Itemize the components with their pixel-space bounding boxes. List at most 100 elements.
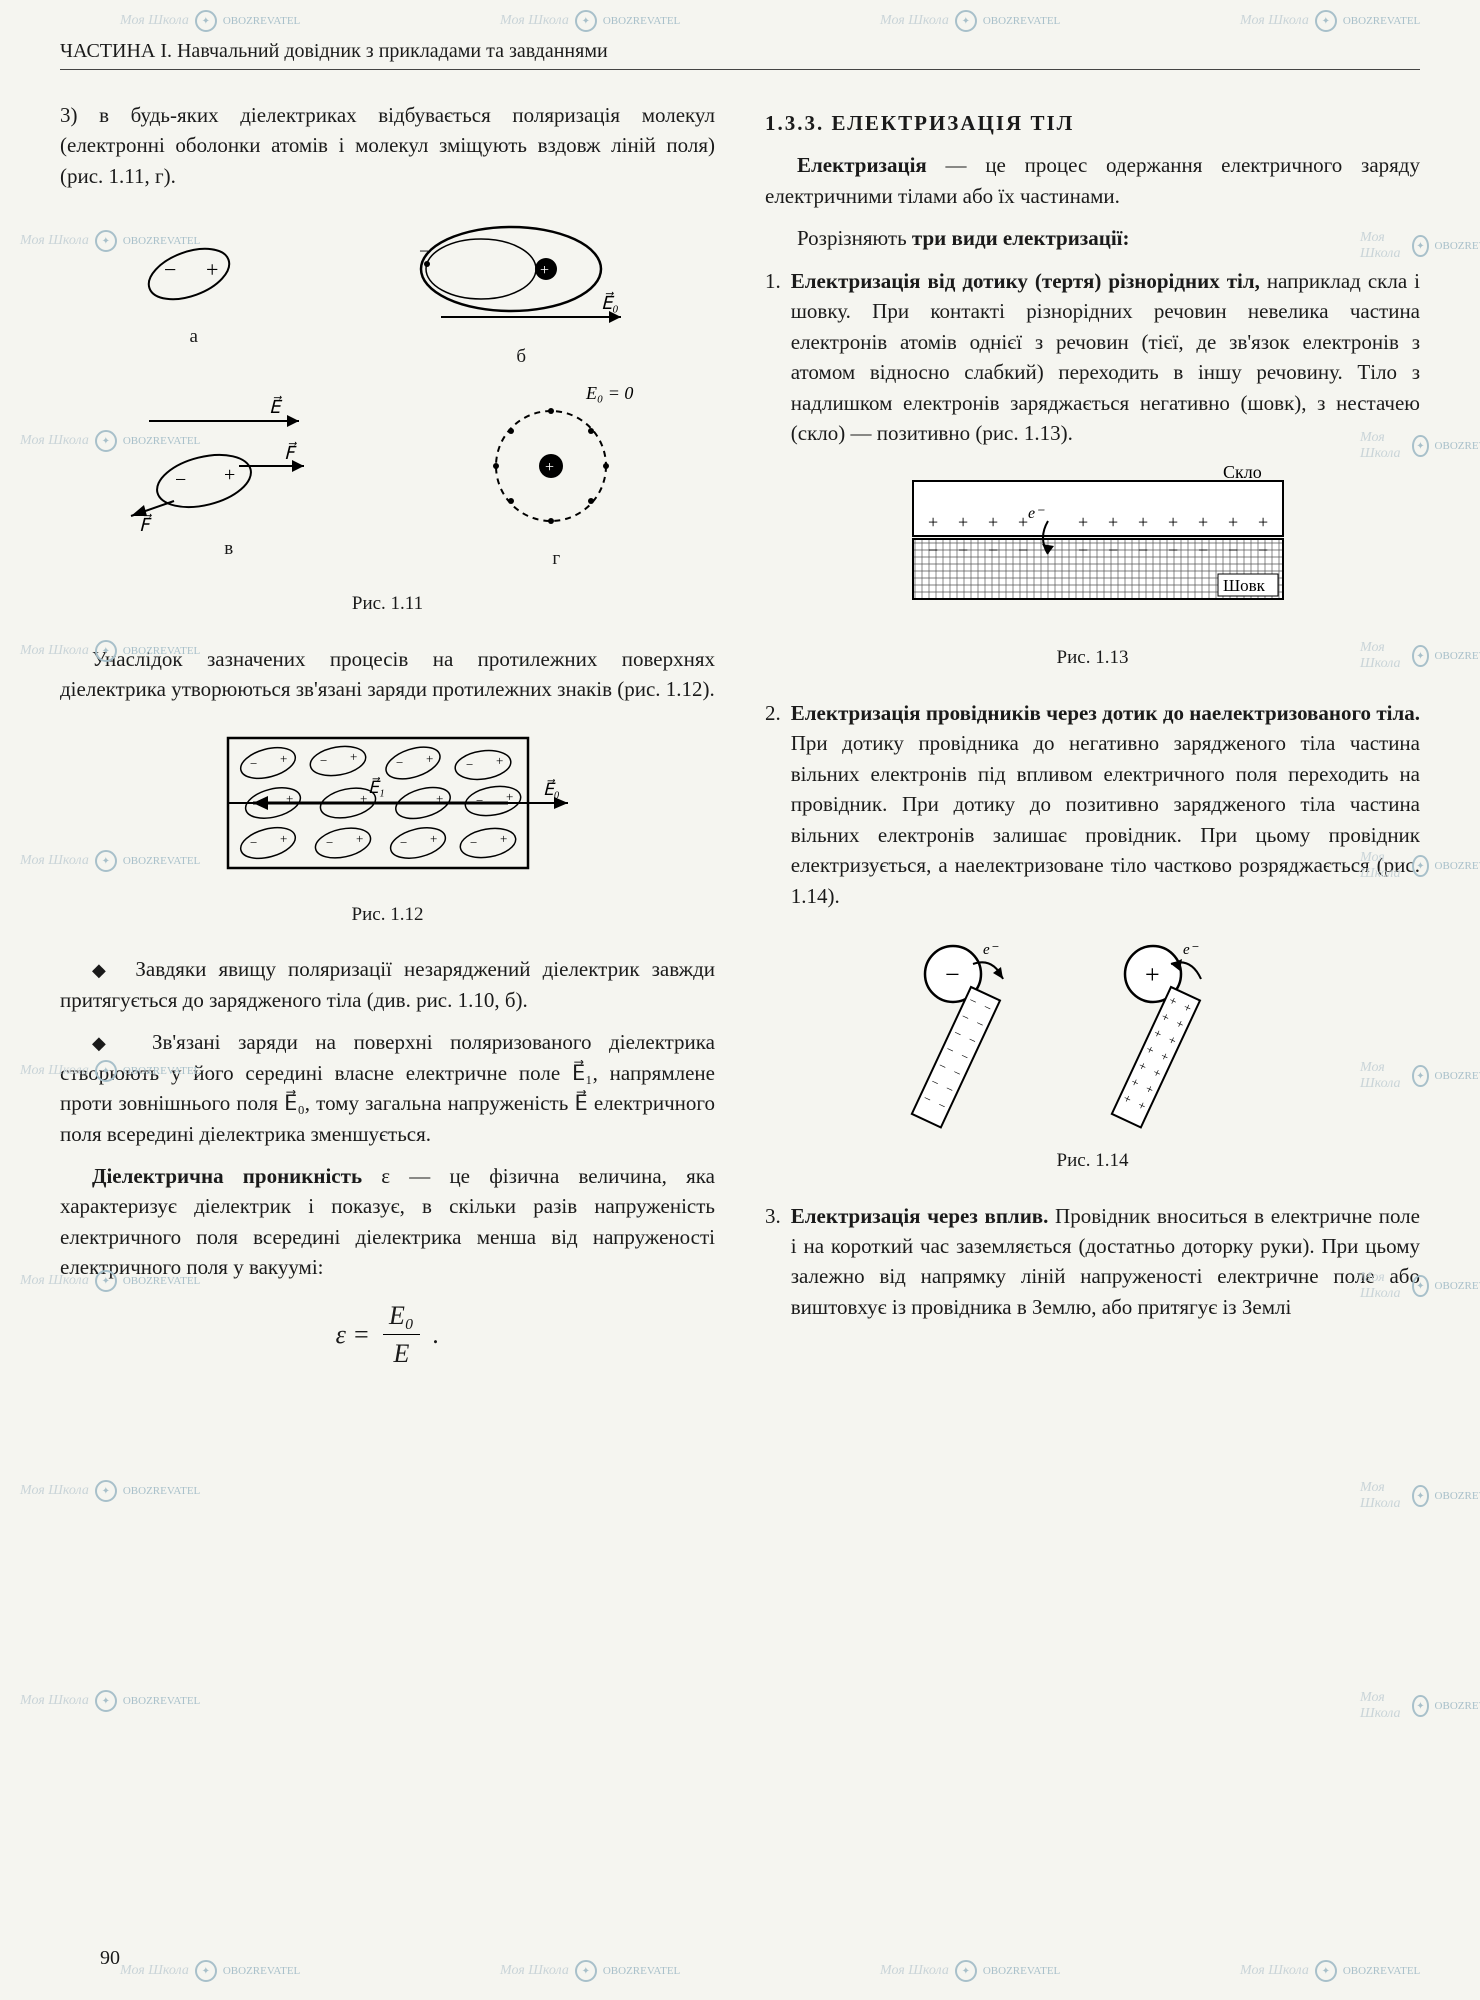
svg-text:−: − [320, 753, 327, 768]
section-1-3-3-title: 1.3.3. ЕЛЕКТРИЗАЦІЯ ТІЛ [765, 108, 1420, 138]
svg-text:E⃗₀: E⃗₀ [543, 779, 560, 799]
watermark: Моя Школа ✦ OBOZREVATEL [880, 10, 1060, 32]
right-column: 1.3.3. ЕЛЕКТРИЗАЦІЯ ТІЛ Електризація — ц… [765, 100, 1420, 1387]
svg-text:+: + [206, 257, 218, 282]
figure-1-13: Скло +++ +++ +++ ++ Шовк −−− [765, 466, 1420, 692]
svg-text:E⃗₁: E⃗₁ [368, 777, 385, 797]
svg-text:+: + [1138, 512, 1148, 532]
item-3-text: 3) в будь-яких діелектриках відбувається… [60, 100, 715, 191]
watermark: Моя Школа ✦ OBOZREVATEL [1360, 1480, 1480, 1512]
svg-text:−: − [476, 793, 483, 808]
page-number: 90 [100, 1947, 120, 1970]
svg-text:e⁻: e⁻ [1028, 505, 1045, 522]
svg-text:+: + [496, 753, 503, 768]
fig-1-13-svg: Скло +++ +++ +++ ++ Шовк −−− [873, 466, 1313, 636]
left-column: 3) в будь-яких діелектриках відбувається… [60, 100, 715, 1387]
type-3-bold: Електризація через вплив. [791, 1204, 1049, 1228]
svg-text:−: − [1138, 540, 1148, 560]
glass-label: Скло [1223, 466, 1262, 482]
permittivity-def: Діелектрична проникність ε — це фізична … [60, 1161, 715, 1283]
svg-text:e⁻: e⁻ [1183, 942, 1199, 958]
svg-text:E⃗₀: E⃗₀ [601, 292, 619, 313]
bullet-1: ◆ Завдяки явищу поляризації незаряджений… [60, 954, 715, 1015]
def-term: Електризація [797, 153, 927, 177]
svg-text:−: − [164, 257, 176, 282]
watermark: Моя Школа ✦ OBOZREVATEL [1360, 1690, 1480, 1722]
svg-text:+: + [280, 831, 287, 846]
svg-text:+: + [430, 831, 437, 846]
svg-text:+: + [356, 831, 363, 846]
svg-text:+: + [426, 751, 433, 766]
fig-v-label: в [119, 535, 339, 563]
svg-text:−: − [958, 540, 968, 560]
three-types-intro: Розрізняють три види електризації: [765, 223, 1420, 253]
watermark: Моя Школа ✦ OBOZREVATEL [20, 1480, 200, 1502]
type-1-bold: Електризація від дотику (тертя) різнорід… [791, 269, 1260, 293]
bullet-2: ◆ Зв'язані заряди на поверхні поляризова… [60, 1027, 715, 1149]
svg-text:+: + [540, 262, 549, 279]
svg-text:+: + [1108, 512, 1118, 532]
svg-text:−: − [928, 540, 938, 560]
svg-text:F⃗: F⃗ [284, 442, 297, 463]
svg-text:−: − [988, 540, 998, 560]
fig-1-11-g: E₀ = 0 + [456, 381, 656, 541]
bullet-1-text: Завдяки явищу поляризації незаряджений д… [60, 957, 715, 1011]
watermark: Моя Школа ✦ OBOZREVATEL [20, 1690, 200, 1712]
svg-text:−: − [1258, 540, 1268, 560]
type-1: 1. Електризація від дотику (тертя) різно… [765, 266, 1420, 449]
svg-text:+: + [280, 751, 287, 766]
svg-text:−: − [945, 960, 960, 989]
svg-text:+: + [928, 512, 938, 532]
bullet-2-text: Зв'язані заряди на поверхні поляризовано… [60, 1030, 715, 1145]
page-header: ЧАСТИНА І. Навчальний довідник з приклад… [60, 40, 1420, 70]
svg-text:+: + [224, 464, 235, 486]
fig-1-11-a: − + [134, 229, 254, 319]
watermark: Моя Школа ✦ OBOZREVATEL [500, 10, 680, 32]
watermark: Моя Школа ✦ OBOZREVATEL [120, 10, 300, 32]
watermark: Моя Школа ✦ OBOZREVATEL [500, 1960, 680, 1982]
svg-text:−: − [400, 835, 407, 850]
svg-text:−: − [470, 835, 477, 850]
svg-text:E⃗: E⃗ [269, 396, 283, 417]
svg-text:E₀ = 0: E₀ = 0 [585, 383, 633, 403]
fig-a-label: а [134, 323, 254, 351]
type-3: 3. Електризація через вплив. Провідник в… [765, 1201, 1420, 1323]
svg-text:+: + [1168, 512, 1178, 532]
svg-text:−: − [326, 835, 333, 850]
watermark: Моя Школа ✦ OBOZREVATEL [120, 1960, 300, 1982]
fig-1-12-svg: −+ −+ −+ −+ −+ −+ −+ −+ −+ −+ −+ −+ E⃗₁ [198, 723, 578, 893]
svg-text:−: − [1168, 540, 1178, 560]
svg-text:−: − [175, 469, 186, 491]
permittivity-formula: ε = E₀ E . [60, 1297, 715, 1373]
figure-1-14: − −− −− −− −− −− −− −− [765, 929, 1420, 1195]
svg-text:+: + [1228, 512, 1238, 532]
watermark: Моя Школа ✦ OBOZREVATEL [1240, 10, 1420, 32]
electrization-def: Електризація — це процес одержання елект… [765, 150, 1420, 211]
svg-text:−: − [1108, 540, 1118, 560]
intro-bold: три види електризації: [912, 226, 1130, 250]
svg-text:−: − [1198, 540, 1208, 560]
svg-text:+: + [988, 512, 998, 532]
svg-text:−: − [1228, 540, 1238, 560]
fig-1-11-b: + − E⃗₀ [401, 209, 641, 339]
silk-label: Шовк [1223, 576, 1266, 595]
svg-text:−: − [419, 241, 429, 261]
svg-text:−: − [466, 757, 473, 772]
perm-title: Діелектрична проникність [92, 1164, 362, 1188]
watermark: Моя Школа ✦ OBOZREVATEL [880, 1960, 1060, 1982]
svg-text:+: + [1198, 512, 1208, 532]
fig-1-12-caption: Рис. 1.12 [352, 901, 424, 929]
fig-g-label: г [456, 545, 656, 573]
type-2: 2. Електризація провідників через дотик … [765, 698, 1420, 911]
fig-1-11-v: E⃗ − + F⃗ F⃗ [119, 391, 339, 531]
fig-b-label: б [401, 343, 641, 371]
intro-text: Розрізняють [797, 226, 912, 250]
fig-1-13-caption: Рис. 1.13 [1057, 644, 1129, 672]
svg-text:+: + [1258, 512, 1268, 532]
svg-text:+: + [1018, 512, 1028, 532]
figure-1-11: − + а + − E⃗₀ [60, 209, 715, 638]
svg-text:−: − [1078, 540, 1088, 560]
svg-text:+: + [545, 459, 554, 476]
svg-text:F⃗: F⃗ [139, 514, 152, 531]
watermark: Моя Школа ✦ OBOZREVATEL [1240, 1960, 1420, 1982]
